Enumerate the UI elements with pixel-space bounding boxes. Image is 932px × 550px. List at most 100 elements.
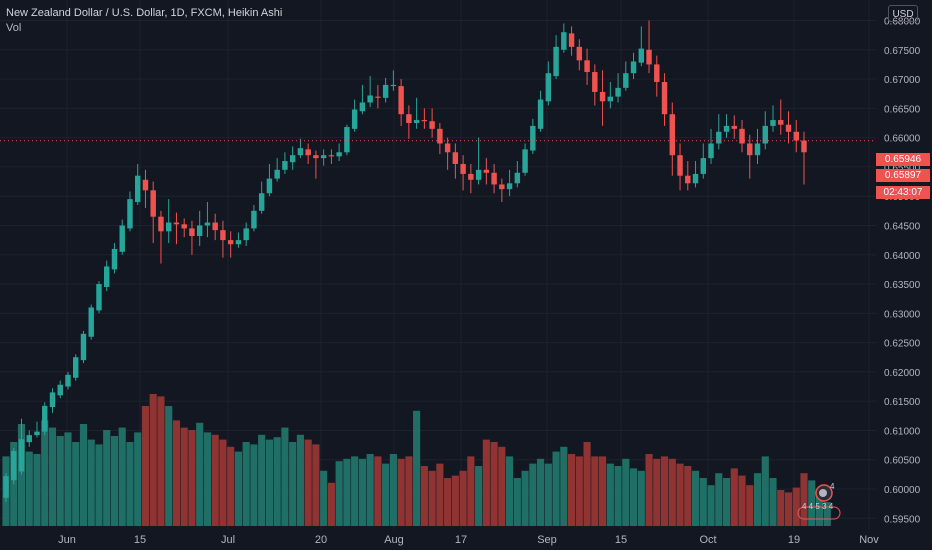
price-tick-label: 0.62000 bbox=[884, 368, 921, 379]
time-tick-label: 19 bbox=[788, 534, 800, 546]
candle-body bbox=[390, 84, 397, 87]
volume-bar bbox=[676, 463, 684, 526]
volume-bar bbox=[606, 463, 614, 526]
price-tick-label: 0.65500 bbox=[884, 163, 921, 174]
candle-body bbox=[530, 125, 536, 151]
volume-bar bbox=[784, 492, 793, 526]
candle-body bbox=[57, 384, 63, 396]
candle-body bbox=[762, 125, 768, 144]
volume-bar bbox=[335, 461, 343, 526]
price-tick-label: 0.63000 bbox=[884, 309, 921, 320]
volume-bar bbox=[653, 458, 661, 526]
candle-body bbox=[11, 450, 17, 481]
volume-bar bbox=[823, 502, 831, 526]
candle-body bbox=[545, 73, 552, 102]
candle-body bbox=[359, 102, 366, 112]
candle-body bbox=[460, 163, 466, 174]
candle-body bbox=[638, 48, 645, 63]
candle-body bbox=[80, 333, 87, 361]
candle-body bbox=[18, 439, 25, 472]
volume-bar bbox=[436, 463, 444, 526]
candle-body bbox=[568, 33, 575, 47]
candle-body bbox=[723, 125, 730, 132]
candle-body bbox=[468, 173, 474, 180]
volume-bar bbox=[250, 444, 258, 526]
volume-bar bbox=[296, 434, 304, 526]
countdown-tag: 02:43:07 bbox=[876, 186, 930, 199]
candle-body bbox=[274, 169, 280, 179]
candle-body bbox=[351, 109, 358, 129]
candle-body bbox=[3, 476, 9, 498]
candle-body bbox=[623, 73, 629, 88]
candle-body bbox=[227, 240, 234, 245]
price-tick-label: 0.61000 bbox=[884, 426, 921, 437]
volume-bar bbox=[544, 463, 552, 526]
candle-body bbox=[398, 86, 404, 115]
candle-body bbox=[491, 172, 497, 185]
volume-bar bbox=[180, 427, 188, 526]
candle-body bbox=[73, 357, 79, 378]
candle-body bbox=[111, 248, 118, 270]
volume-bar bbox=[529, 463, 537, 526]
chart-legend[interactable]: New Zealand Dollar / U.S. Dollar, 1D, FX… bbox=[6, 6, 282, 36]
volume-bar bbox=[684, 466, 692, 526]
volume-bar bbox=[451, 475, 459, 526]
candlesticks[interactable] bbox=[3, 20, 807, 502]
candle-body bbox=[444, 143, 451, 153]
last-price-tag: 0.65946 bbox=[876, 153, 930, 166]
volume-bar bbox=[629, 468, 638, 526]
candle-body bbox=[607, 96, 614, 102]
volume-bar bbox=[56, 436, 64, 526]
time-tick-label: 20 bbox=[315, 534, 327, 546]
prev-price-tag: 0.65897 bbox=[876, 169, 930, 182]
volume-bar bbox=[165, 406, 173, 526]
symbol-title[interactable]: New Zealand Dollar / U.S. Dollar, 1D, FX… bbox=[6, 7, 283, 19]
candle-body bbox=[119, 225, 125, 252]
candle-body bbox=[506, 183, 513, 190]
price-tick-label: 0.67500 bbox=[884, 46, 921, 57]
ideas-badge-icon[interactable]: 4 4 4 5 3 4 bbox=[796, 482, 846, 522]
time-axis[interactable]: Jun 15 Jul 20 Aug 17 Sep 15 Oct 19 Nov bbox=[58, 534, 879, 546]
volume-bar bbox=[420, 466, 428, 526]
ideas-count: 4 bbox=[830, 482, 835, 491]
volume-bar bbox=[382, 463, 390, 526]
candle-body bbox=[320, 155, 327, 159]
candle-body bbox=[483, 169, 490, 173]
volume-bar bbox=[668, 458, 676, 526]
volume-bar bbox=[265, 439, 273, 526]
volume-bar bbox=[64, 432, 72, 526]
volume-bar bbox=[126, 442, 134, 526]
candle-body bbox=[104, 266, 110, 287]
volume-bar bbox=[312, 444, 320, 526]
price-axis[interactable]: 0.680000.675000.670000.665000.660000.655… bbox=[884, 16, 921, 525]
candle-body bbox=[499, 184, 505, 190]
volume-bar bbox=[537, 458, 545, 526]
volume-label[interactable]: Vol bbox=[6, 22, 22, 34]
volume-bar bbox=[707, 485, 715, 526]
candle-body bbox=[429, 121, 435, 129]
time-tick-label: Sep bbox=[537, 534, 557, 546]
volume-bar bbox=[374, 456, 382, 526]
candle-body bbox=[421, 120, 428, 122]
candle-body bbox=[235, 240, 242, 245]
volume-bar bbox=[234, 451, 243, 526]
volume-bar bbox=[343, 458, 351, 526]
volume-bar bbox=[157, 396, 165, 526]
candle-body bbox=[778, 120, 784, 125]
volume-bar bbox=[41, 420, 49, 526]
time-tick-label: Jun bbox=[58, 534, 76, 546]
volume-bar bbox=[95, 444, 103, 526]
candle-body bbox=[785, 124, 792, 132]
volume-bar bbox=[645, 454, 653, 526]
volume-bar bbox=[753, 473, 762, 526]
candle-body bbox=[537, 99, 544, 129]
volume-bar bbox=[444, 478, 452, 526]
volume-bar bbox=[358, 458, 366, 526]
candle-body bbox=[313, 155, 319, 159]
volume-bar bbox=[196, 422, 204, 526]
volume-bar bbox=[219, 439, 227, 526]
price-tick-label: 0.60500 bbox=[884, 456, 921, 467]
currency-badge[interactable]: USD bbox=[888, 5, 918, 22]
candle-body bbox=[514, 172, 521, 184]
